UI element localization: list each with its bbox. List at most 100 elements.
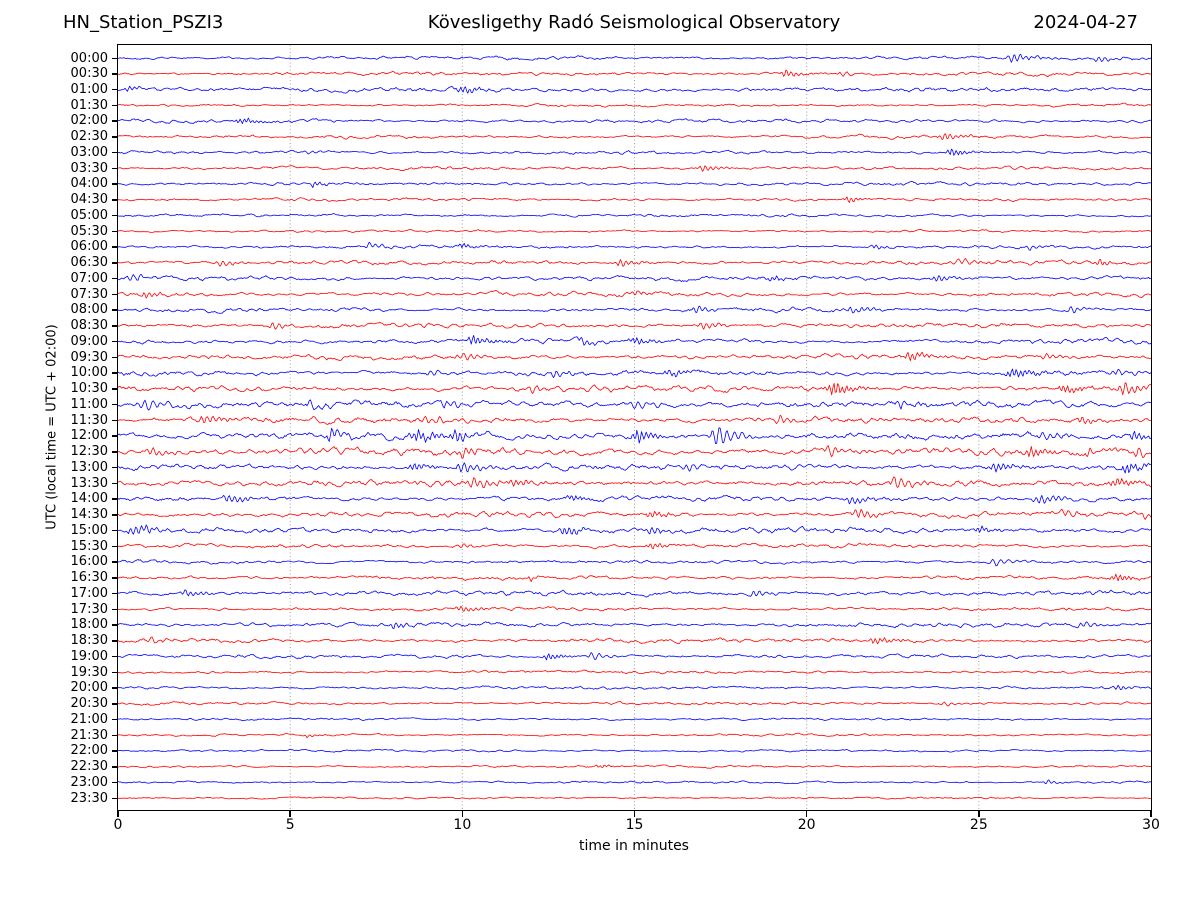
y-tick-mark — [112, 797, 118, 799]
y-tick-mark — [112, 167, 118, 170]
y-tick-mark — [112, 325, 118, 327]
y-tick-mark — [112, 687, 118, 689]
y-tick-mark — [112, 514, 118, 516]
y-tick-label: 15:00 — [70, 522, 108, 538]
x-tick-mark — [289, 811, 291, 817]
seismogram-trace-18:00 — [118, 621, 1151, 629]
y-tick-mark — [112, 592, 118, 595]
seismogram-trace-06:30 — [118, 257, 1151, 267]
y-tick-mark — [112, 57, 118, 59]
y-tick-label: 20:00 — [70, 680, 108, 696]
seismogram-traces — [118, 45, 1151, 810]
y-tick-mark — [112, 214, 118, 217]
y-tick-mark — [112, 482, 118, 485]
seismogram-trace-04:00 — [118, 180, 1151, 189]
seismogram-trace-10:00 — [118, 368, 1151, 379]
x-tick-mark — [805, 811, 808, 817]
y-tick-label: 13:00 — [70, 459, 108, 475]
y-tick-mark — [112, 246, 118, 248]
y-tick-label: 13:30 — [70, 475, 108, 491]
y-tick-label: 08:00 — [70, 302, 108, 318]
seismogram-trace-02:30 — [118, 133, 1151, 140]
y-tick-label: 09:00 — [70, 333, 108, 349]
x-tick-label: 15 — [625, 817, 644, 833]
seismogram-trace-01:00 — [118, 85, 1151, 94]
seismogram-trace-03:00 — [118, 148, 1151, 156]
y-tick-label: 03:00 — [70, 144, 108, 160]
y-tick-mark — [112, 183, 118, 185]
y-tick-mark — [112, 151, 118, 154]
y-tick-label: 10:00 — [70, 365, 108, 381]
y-tick-label: 18:30 — [70, 633, 108, 649]
y-tick-label: 05:00 — [70, 207, 108, 223]
y-tick-label: 03:30 — [70, 160, 108, 176]
y-tick-mark — [112, 277, 118, 280]
y-tick-label: 23:30 — [70, 790, 108, 806]
seismogram-trace-12:30 — [118, 445, 1151, 459]
y-tick-label: 11:00 — [70, 396, 108, 412]
seismogram-trace-17:00 — [118, 589, 1151, 598]
seismogram-trace-00:30 — [118, 69, 1151, 78]
y-tick-label: 09:30 — [70, 349, 108, 365]
y-tick-mark — [112, 640, 118, 642]
seismogram-trace-01:30 — [118, 102, 1151, 108]
y-tick-label: 07:30 — [70, 286, 108, 302]
date-label: 2024-04-27 — [1033, 12, 1138, 33]
x-tick-label: 20 — [797, 817, 816, 833]
y-tick-label: 17:30 — [70, 601, 108, 617]
y-tick-mark — [112, 466, 118, 469]
y-tick-mark — [112, 293, 118, 296]
y-tick-label: 02:00 — [70, 113, 108, 129]
station-title: HN_Station_PSZI3 — [63, 12, 224, 33]
seismogram-trace-21:30 — [118, 732, 1151, 739]
y-tick-mark — [112, 356, 118, 359]
seismogram-trace-15:30 — [118, 542, 1151, 550]
y-tick-mark — [112, 561, 118, 563]
y-tick-label: 16:30 — [70, 570, 108, 586]
y-tick-label: 05:30 — [70, 223, 108, 239]
y-tick-label: 18:00 — [70, 617, 108, 633]
y-tick-mark — [112, 718, 118, 721]
y-tick-label: 17:00 — [70, 585, 108, 601]
y-tick-mark — [112, 136, 118, 138]
y-tick-label: 04:30 — [70, 192, 108, 208]
y-tick-mark — [112, 734, 118, 737]
y-tick-label: 19:00 — [70, 648, 108, 664]
y-tick-label: 23:00 — [70, 774, 108, 790]
y-tick-mark — [112, 73, 118, 75]
seismogram-trace-11:30 — [118, 414, 1151, 425]
y-tick-mark — [112, 435, 118, 437]
y-tick-mark — [112, 608, 118, 611]
plot-area — [117, 44, 1152, 811]
y-tick-mark — [112, 781, 118, 784]
y-tick-label: 06:00 — [70, 239, 108, 255]
seismogram-trace-05:30 — [118, 229, 1151, 234]
y-tick-mark — [112, 120, 118, 122]
y-tick-mark — [112, 388, 118, 390]
seismogram-trace-00:00 — [118, 53, 1151, 63]
y-tick-label: 12:30 — [70, 444, 108, 460]
y-tick-label: 01:30 — [70, 97, 108, 113]
seismogram-trace-22:00 — [118, 749, 1151, 753]
observatory-title: Kövesligethy Radó Seismological Observat… — [427, 12, 841, 33]
y-tick-mark — [112, 577, 118, 579]
y-tick-mark — [112, 309, 118, 311]
seismogram-trace-12:00 — [118, 427, 1151, 445]
seismogram-trace-13:30 — [118, 476, 1151, 489]
y-tick-label: 15:30 — [70, 538, 108, 554]
seismogram-trace-14:00 — [118, 494, 1151, 505]
y-tick-mark — [112, 262, 118, 264]
seismogram-trace-20:00 — [118, 684, 1151, 690]
y-tick-label: 12:00 — [70, 428, 108, 444]
seismogram-trace-08:00 — [118, 305, 1151, 314]
y-tick-mark — [112, 419, 118, 422]
seismogram-trace-17:30 — [118, 605, 1151, 612]
y-tick-label: 14:30 — [70, 507, 108, 523]
y-tick-label: 06:30 — [70, 255, 108, 271]
y-tick-label: 21:30 — [70, 727, 108, 743]
x-tick-label: 5 — [285, 817, 295, 833]
seismogram-trace-19:30 — [118, 669, 1151, 675]
seismogram-trace-16:00 — [118, 559, 1151, 567]
y-tick-mark — [112, 340, 118, 343]
seismogram-trace-04:30 — [118, 196, 1151, 204]
